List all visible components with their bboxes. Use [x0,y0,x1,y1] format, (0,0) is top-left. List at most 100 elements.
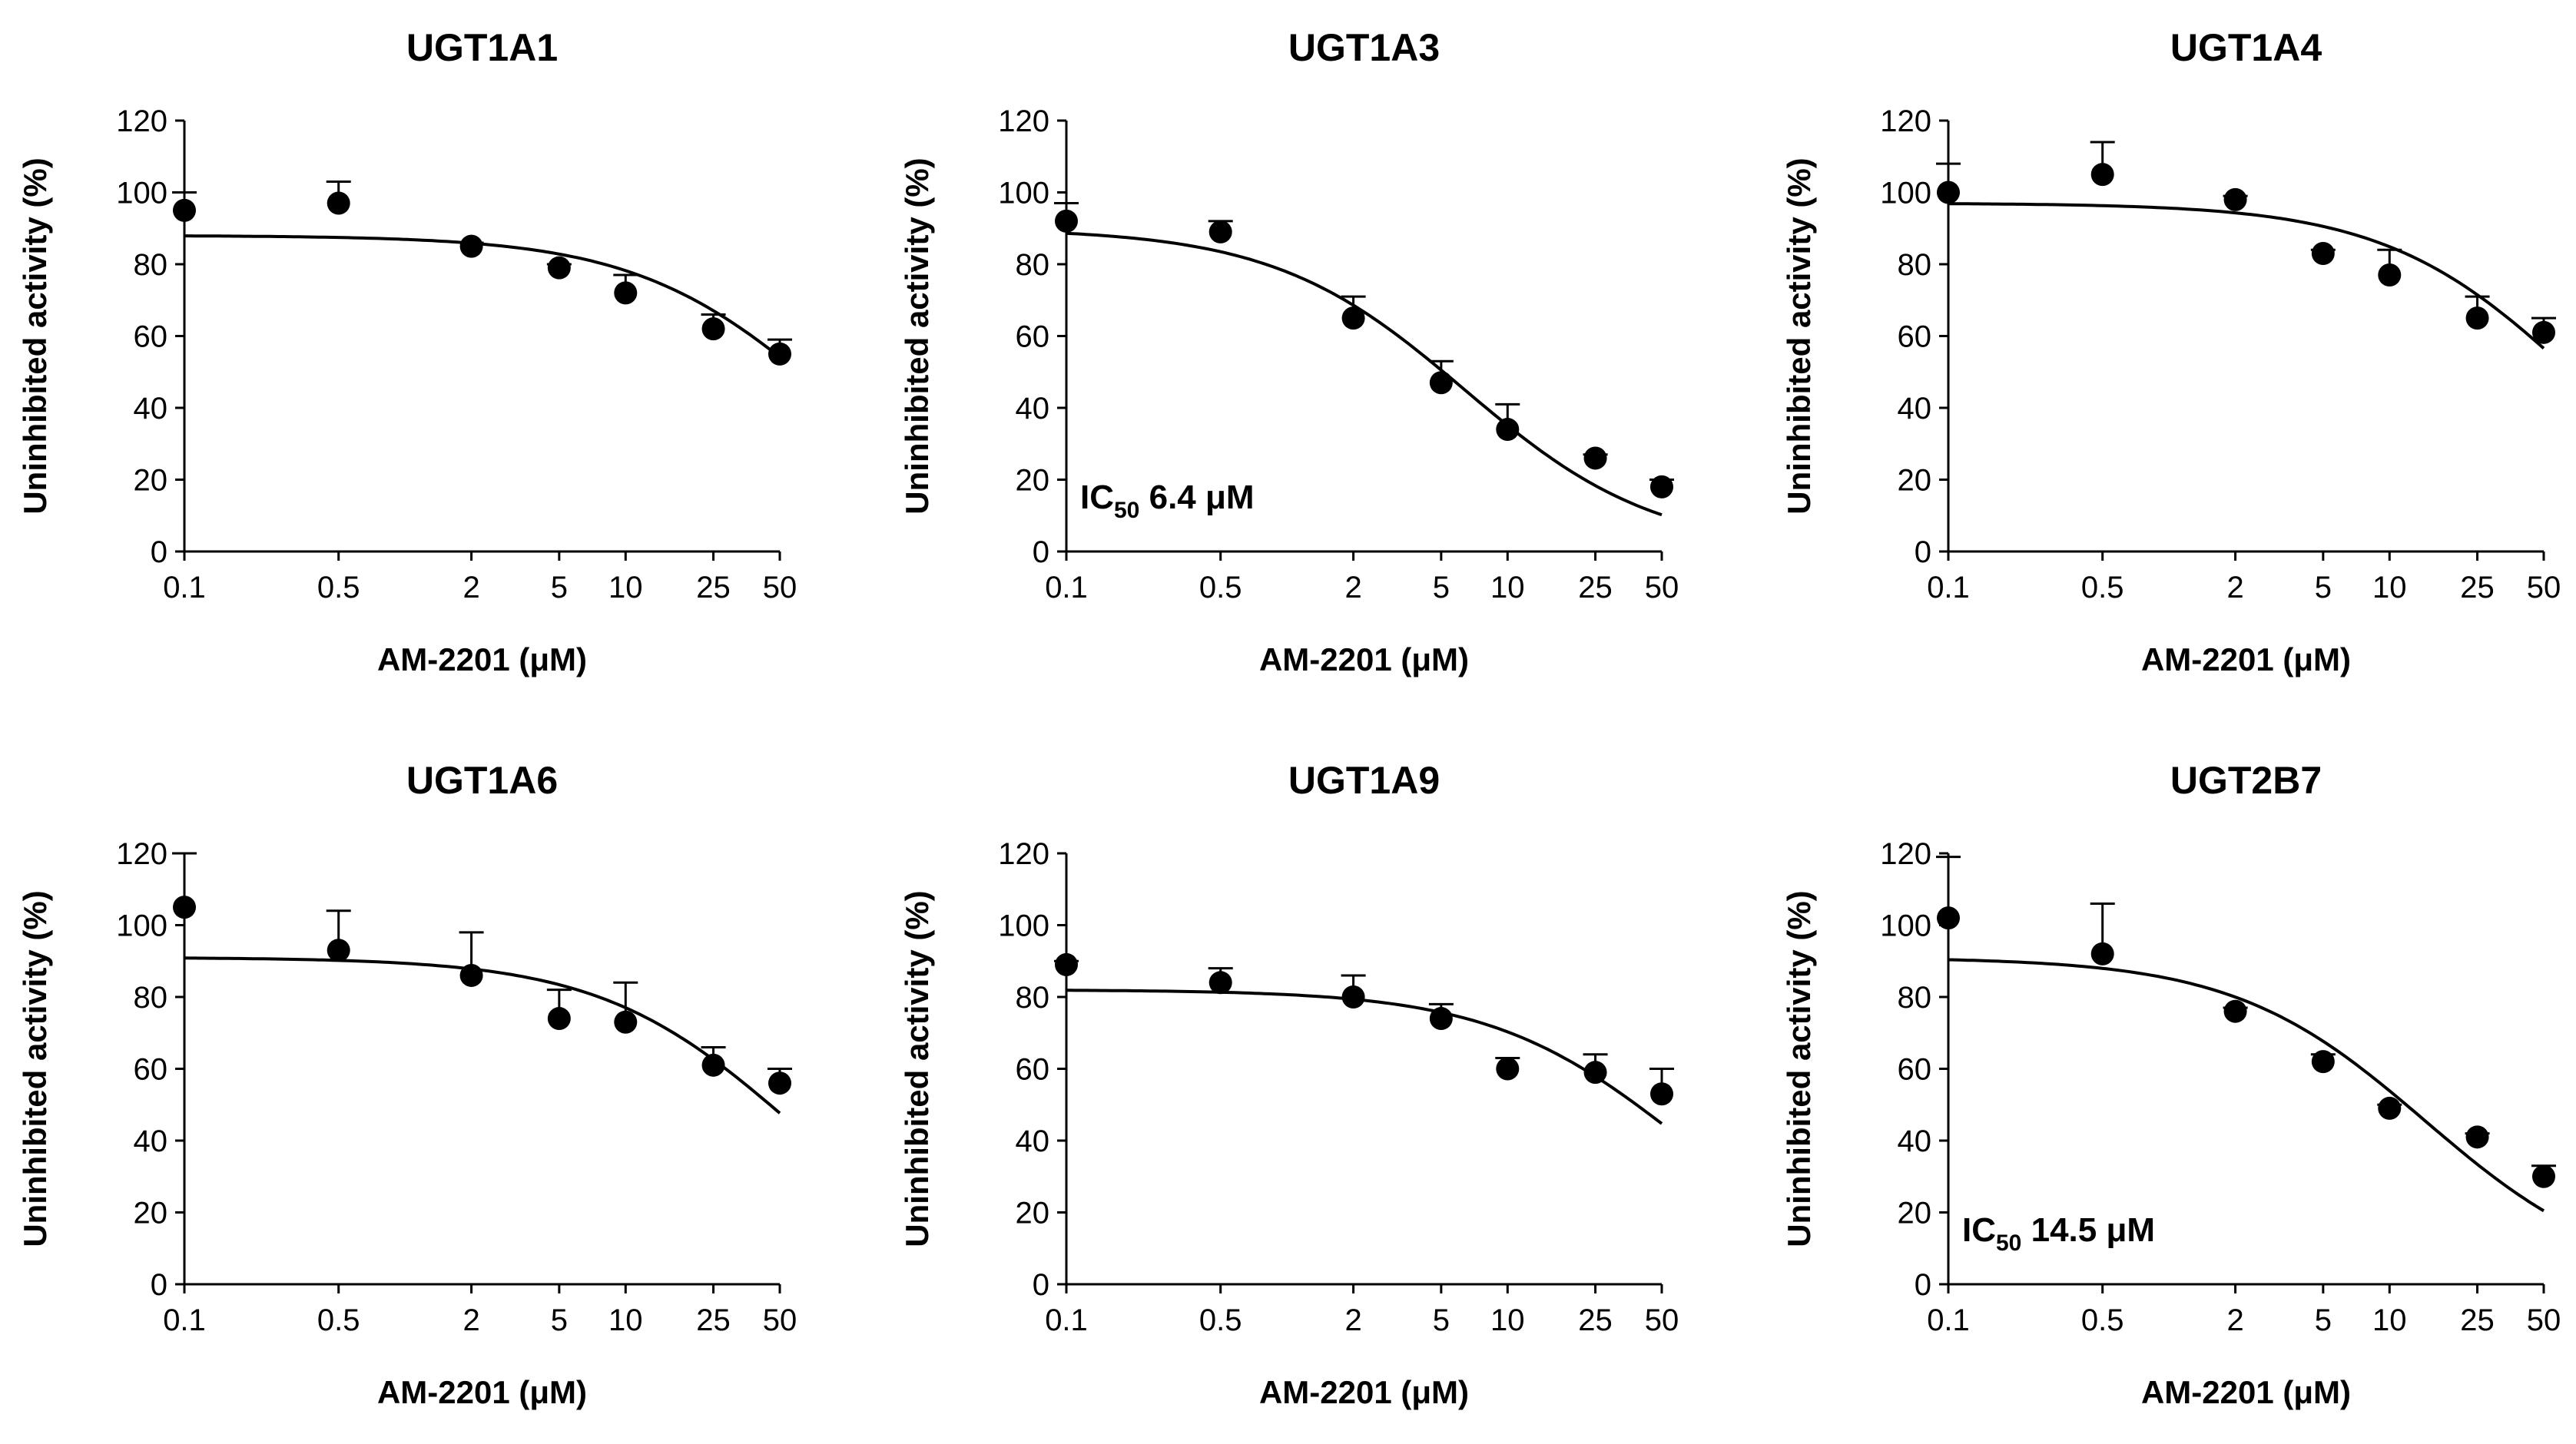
y-axis-label: Uninhibited activity (%) [17,890,53,1247]
y-tick-label: 120 [998,837,1049,871]
chart-title: UGT1A1 [406,26,558,69]
x-axis-label: AM-2201 (μM) [377,641,587,677]
x-tick-label: 0.1 [163,1303,206,1337]
x-tick-label: 2 [1344,1303,1361,1337]
x-axis-label: AM-2201 (μM) [1259,1374,1469,1410]
data-point [547,256,571,280]
data-point [1650,1082,1673,1106]
y-axis-label: Uninhibited activity (%) [1781,157,1817,514]
ic50-subscript: 50 [1996,1230,2021,1256]
x-tick-label: 50 [2527,1303,2561,1337]
y-tick-label: 20 [1016,464,1050,498]
y-tick-label: 100 [116,177,167,210]
x-tick-label: 0.1 [1927,1303,1970,1337]
data-point [768,342,791,366]
data-point [1055,209,1078,233]
fit-curve [1948,958,2545,1213]
y-tick-label: 60 [134,1053,168,1087]
data-point [2532,320,2555,344]
fit-curve [1066,989,1663,1125]
x-tick-label: 50 [1645,1303,1679,1337]
y-tick-label: 60 [1898,320,1932,354]
chart-title: UGT1A6 [406,759,558,802]
y-tick-label: 20 [1016,1197,1050,1230]
y-tick-label: 60 [1898,1053,1932,1087]
data-point [1650,475,1673,498]
y-tick-label: 40 [1016,1124,1050,1158]
x-tick-label: 2 [2226,1303,2243,1337]
y-tick-label: 20 [134,1197,168,1230]
data-point [1496,418,1520,442]
data-point [1208,971,1232,995]
data-point [2378,1096,2402,1120]
data-point [1341,306,1365,330]
x-tick-label: 2 [1344,571,1361,604]
data-point [2090,163,2114,187]
x-tick-label: 10 [1490,571,1525,604]
x-tick-label: 0.5 [1199,1303,1242,1337]
x-tick-label: 50 [1645,571,1679,604]
data-point [1429,1007,1453,1031]
y-tick-label: 40 [134,392,168,426]
y-tick-label: 80 [1016,248,1050,282]
x-tick-label: 0.5 [1199,571,1242,604]
data-point [614,281,638,305]
data-point [1341,985,1365,1008]
ic50-prefix: IC [1962,1211,1996,1249]
data-point [1429,371,1453,395]
x-tick-label: 0.1 [1045,1303,1088,1337]
x-tick-label: 0.5 [2081,571,2124,604]
x-tick-label: 5 [1433,1303,1450,1337]
y-tick-label: 80 [1016,981,1050,1015]
x-tick-label: 5 [551,571,568,604]
chart-title: UGT2B7 [2170,759,2322,802]
y-tick-label: 80 [134,248,168,282]
data-point [2532,1164,2555,1188]
data-point [1583,1061,1607,1085]
y-tick-label: 60 [1016,1053,1050,1087]
x-tick-label: 0.1 [1045,571,1088,604]
x-tick-label: 10 [2372,1303,2407,1337]
y-tick-label: 80 [1898,981,1932,1015]
x-tick-label: 5 [1433,571,1450,604]
y-tick-label: 20 [1898,1197,1932,1230]
y-tick-label: 0 [1915,1268,1931,1302]
data-point [1937,906,1960,930]
data-point [459,234,483,258]
y-tick-label: 0 [151,535,167,569]
data-point [2311,1050,2335,1074]
x-tick-label: 0.1 [1927,571,1970,604]
y-tick-label: 20 [1898,464,1932,498]
chart-title: UGT1A9 [1288,759,1440,802]
data-point [2090,942,2114,965]
ic50-subscript: 50 [1114,498,1139,523]
ic50-prefix: IC [1080,479,1114,516]
data-point [1496,1057,1520,1081]
data-point [614,1010,638,1034]
y-axis-label: Uninhibited activity (%) [899,890,935,1247]
x-tick-label: 50 [763,1303,797,1337]
y-tick-label: 0 [151,1268,167,1302]
x-axis-label: AM-2201 (μM) [2141,1374,2351,1410]
y-axis-label: Uninhibited activity (%) [1781,890,1817,1247]
x-tick-label: 25 [1578,571,1613,604]
x-tick-label: 50 [2527,571,2561,604]
data-point [1937,180,1960,204]
data-point [327,939,350,962]
data-point [173,198,196,222]
x-axis-label: AM-2201 (μM) [1259,641,1469,677]
data-point [768,1071,791,1095]
x-tick-label: 0.1 [163,571,206,604]
y-axis-label: Uninhibited activity (%) [17,157,53,514]
y-tick-label: 40 [134,1124,168,1158]
y-tick-label: 100 [1880,177,1931,210]
x-tick-label: 5 [2315,1303,2332,1337]
data-point [459,963,483,987]
y-tick-label: 120 [1880,837,1931,871]
data-point [1055,952,1078,976]
data-point [701,1053,725,1077]
